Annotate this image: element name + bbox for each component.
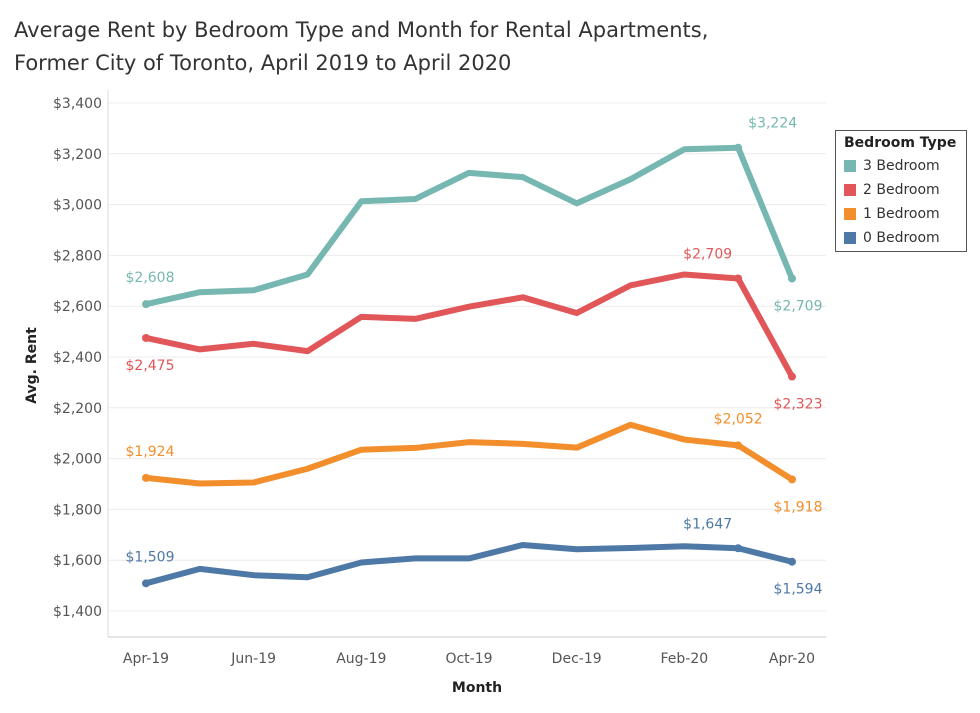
x-tick-label: Feb-20 <box>661 651 709 667</box>
x-tick-label: Oct-19 <box>445 651 492 667</box>
data-label-0-bedroom: $1,647 <box>683 516 732 532</box>
data-label-0-bedroom: $1,594 <box>774 582 823 598</box>
data-label-2-bedroom: $2,709 <box>683 247 732 263</box>
series-line-2-bedroom <box>143 271 795 380</box>
y-tick-label: $1,400 <box>53 604 102 620</box>
data-marker-1-bedroom <box>734 441 743 450</box>
y-tick-label: $2,200 <box>53 401 102 417</box>
x-axis-title: Month <box>452 680 502 696</box>
data-marker-1-bedroom <box>788 475 796 484</box>
x-tick-label: Aug-19 <box>336 651 386 667</box>
data-marker-2-bedroom <box>734 274 743 283</box>
legend-label-0-bedroom: 0 Bedroom <box>863 230 940 246</box>
legend-swatch-3-bedroom <box>844 160 856 172</box>
legend-item-0-bedroom[interactable]: 0 Bedroom <box>844 226 958 250</box>
chart-title-line-1: Average Rent by Bedroom Type and Month f… <box>14 18 709 42</box>
data-marker-0-bedroom <box>142 579 150 588</box>
data-label-1-bedroom: $1,924 <box>126 444 175 460</box>
data-label-1-bedroom: $2,052 <box>714 411 763 427</box>
series-line-3-bedroom <box>143 144 795 308</box>
data-label-3-bedroom: $2,709 <box>774 299 823 315</box>
legend-title: Bedroom Type <box>844 135 957 151</box>
data-marker-0-bedroom <box>734 544 743 553</box>
data-marker-2-bedroom <box>788 372 796 381</box>
chart-title: Average Rent by Bedroom Type and Month f… <box>14 14 814 80</box>
data-marker-1-bedroom <box>142 473 150 482</box>
data-label-2-bedroom: $2,475 <box>126 358 175 374</box>
data-label-3-bedroom: $3,224 <box>748 116 797 132</box>
legend: Bedroom Type 3 Bedroom 2 Bedroom 1 Bedro… <box>835 130 967 252</box>
y-axis-title: Avg. Rent <box>24 327 40 404</box>
y-tick-label: $2,400 <box>53 350 102 366</box>
y-tick-label: $3,400 <box>53 96 102 112</box>
legend-swatch-0-bedroom <box>844 232 856 244</box>
x-tick-label: Apr-20 <box>769 651 815 667</box>
legend-swatch-2-bedroom <box>844 184 856 196</box>
y-tick-label: $2,800 <box>53 248 102 264</box>
legend-item-1-bedroom[interactable]: 1 Bedroom <box>844 202 958 226</box>
y-tick-label: $3,200 <box>53 147 102 163</box>
data-marker-3-bedroom <box>142 300 150 309</box>
x-tick-label: Apr-19 <box>123 651 169 667</box>
legend-item-2-bedroom[interactable]: 2 Bedroom <box>844 178 958 202</box>
data-marker-0-bedroom <box>788 557 796 566</box>
data-marker-3-bedroom <box>788 274 796 283</box>
x-tick-label: Dec-19 <box>552 651 602 667</box>
y-tick-label: $1,800 <box>53 502 102 518</box>
legend-label-1-bedroom: 1 Bedroom <box>863 206 940 222</box>
data-label-0-bedroom: $1,509 <box>126 549 175 565</box>
data-marker-2-bedroom <box>142 333 150 342</box>
y-tick-label: $1,600 <box>53 553 102 569</box>
y-tick-label: $3,000 <box>53 198 102 214</box>
legend-swatch-1-bedroom <box>844 208 856 220</box>
legend-label-3-bedroom: 3 Bedroom <box>863 158 940 174</box>
legend-label-2-bedroom: 2 Bedroom <box>863 182 940 198</box>
legend-item-3-bedroom[interactable]: 3 Bedroom <box>844 154 958 178</box>
series-line-1-bedroom <box>143 421 795 487</box>
y-tick-label: $2,600 <box>53 299 102 315</box>
chart-title-line-2: Former City of Toronto, April 2019 to Ap… <box>14 51 512 75</box>
data-marker-3-bedroom <box>734 143 743 152</box>
y-tick-label: $2,000 <box>53 452 102 468</box>
data-label-2-bedroom: $2,323 <box>774 397 823 413</box>
x-tick-label: Jun-19 <box>230 651 276 667</box>
data-label-1-bedroom: $1,918 <box>774 499 823 515</box>
data-label-3-bedroom: $2,608 <box>126 270 175 286</box>
series-line-0-bedroom <box>143 541 795 587</box>
